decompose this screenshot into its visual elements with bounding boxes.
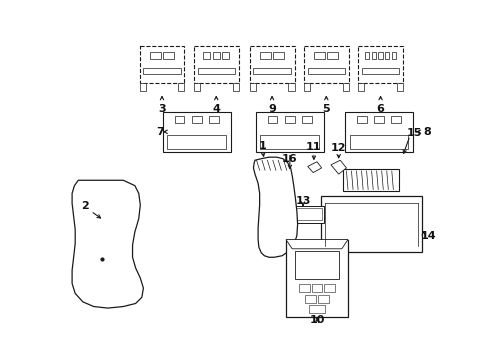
Bar [314,53,325,59]
Bar [345,112,413,152]
Bar [163,53,174,59]
Bar [222,53,229,59]
Text: 14: 14 [421,231,437,241]
Bar [194,46,239,83]
Text: 7: 7 [157,127,164,137]
Bar [284,208,322,220]
Bar [305,295,316,303]
Bar [309,305,325,313]
Bar [197,68,235,74]
Bar [304,83,310,91]
Bar [144,68,181,74]
Bar [397,83,403,91]
Bar [140,46,184,83]
Bar [374,116,384,123]
Polygon shape [277,172,288,183]
Text: 8: 8 [423,127,431,137]
Text: 2: 2 [81,202,88,211]
Polygon shape [331,160,346,174]
Bar [260,53,271,59]
Polygon shape [308,162,321,172]
Bar [318,295,329,303]
Bar [286,239,348,316]
Bar [178,83,184,91]
Bar [378,53,383,59]
Text: 13: 13 [295,196,311,206]
Bar [203,53,210,59]
Bar [358,46,403,83]
Bar [362,68,399,74]
Text: 6: 6 [377,104,385,114]
Text: 11: 11 [306,142,321,152]
Bar [168,135,226,149]
Text: 9: 9 [268,104,276,114]
Bar [233,83,239,91]
Bar [312,284,322,292]
Bar [213,53,220,59]
Bar [163,112,231,152]
Bar [302,116,312,123]
Bar [308,68,345,74]
Bar [343,83,349,91]
Text: 1: 1 [259,141,267,151]
Text: 10: 10 [309,315,325,325]
Bar [249,46,294,83]
Text: 15: 15 [407,127,422,138]
Bar [299,284,310,292]
Bar [372,53,376,59]
Text: 16: 16 [282,154,298,164]
Polygon shape [72,180,144,308]
Bar [140,83,146,91]
Bar [175,116,184,123]
Bar [282,206,324,222]
Bar [357,116,367,123]
Bar [268,116,277,123]
Text: 12: 12 [331,143,346,153]
Bar [349,135,409,149]
Text: 3: 3 [158,104,166,114]
Bar [343,170,399,191]
Bar [321,197,421,252]
Bar [288,83,294,91]
Bar [209,116,219,123]
Bar [253,68,291,74]
Bar [392,53,396,59]
Bar [327,53,338,59]
Bar [150,53,161,59]
Bar [295,251,339,279]
Bar [392,116,401,123]
Bar [256,112,324,152]
Text: 5: 5 [322,104,330,114]
Bar [365,53,369,59]
Bar [194,83,200,91]
Bar [249,83,256,91]
Bar [260,135,319,149]
Bar [273,53,284,59]
Bar [385,53,390,59]
Bar [285,116,294,123]
Bar [304,46,349,83]
Bar [192,116,201,123]
Polygon shape [253,157,297,257]
Polygon shape [286,239,348,249]
Text: 4: 4 [212,104,220,114]
Bar [358,83,364,91]
Bar [324,284,335,292]
